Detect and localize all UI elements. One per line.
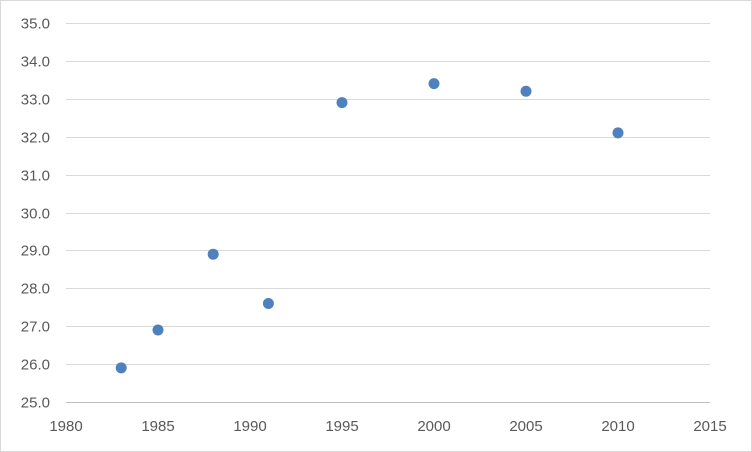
x-tick-label: 2015 — [693, 418, 726, 435]
data-point — [612, 127, 624, 139]
y-tick-label: 30.0 — [21, 206, 50, 223]
x-tick-label: 1990 — [233, 418, 266, 435]
y-tick-label: 31.0 — [21, 168, 50, 185]
x-tick-label: 1980 — [49, 418, 82, 435]
y-tick-label: 35.0 — [21, 16, 50, 33]
x-tick-label: 2000 — [417, 418, 450, 435]
y-tick-label: 25.0 — [21, 395, 50, 412]
y-tick-label: 26.0 — [21, 357, 50, 374]
data-point — [336, 97, 348, 109]
y-tick-label: 27.0 — [21, 319, 50, 336]
y-tick-label: 32.0 — [21, 130, 50, 147]
x-tick-label: 2005 — [509, 418, 542, 435]
y-tick-label: 29.0 — [21, 243, 50, 260]
gridlines — [66, 23, 710, 365]
data-point — [262, 297, 274, 309]
data-point — [520, 85, 532, 97]
x-tick-label: 1995 — [325, 418, 358, 435]
data-point — [428, 78, 440, 90]
y-tick-labels: 25.0 26.0 27.0 28.0 29.0 30.0 31.0 32.0 33.0 34.0… — [21, 16, 50, 412]
data-point — [115, 362, 127, 374]
data-point — [207, 248, 219, 260]
x-tick-label: 2010 — [601, 418, 634, 435]
data-point — [152, 324, 164, 336]
y-tick-label: 33.0 — [21, 92, 50, 109]
x-tick-label: 1985 — [141, 418, 174, 435]
data-points — [115, 78, 624, 374]
y-tick-label: 28.0 — [21, 281, 50, 298]
x-tick-labels: 1980 1985 1990 1995 2000 2005 2010 2015 — [49, 418, 726, 435]
y-tick-label: 34.0 — [21, 54, 50, 71]
